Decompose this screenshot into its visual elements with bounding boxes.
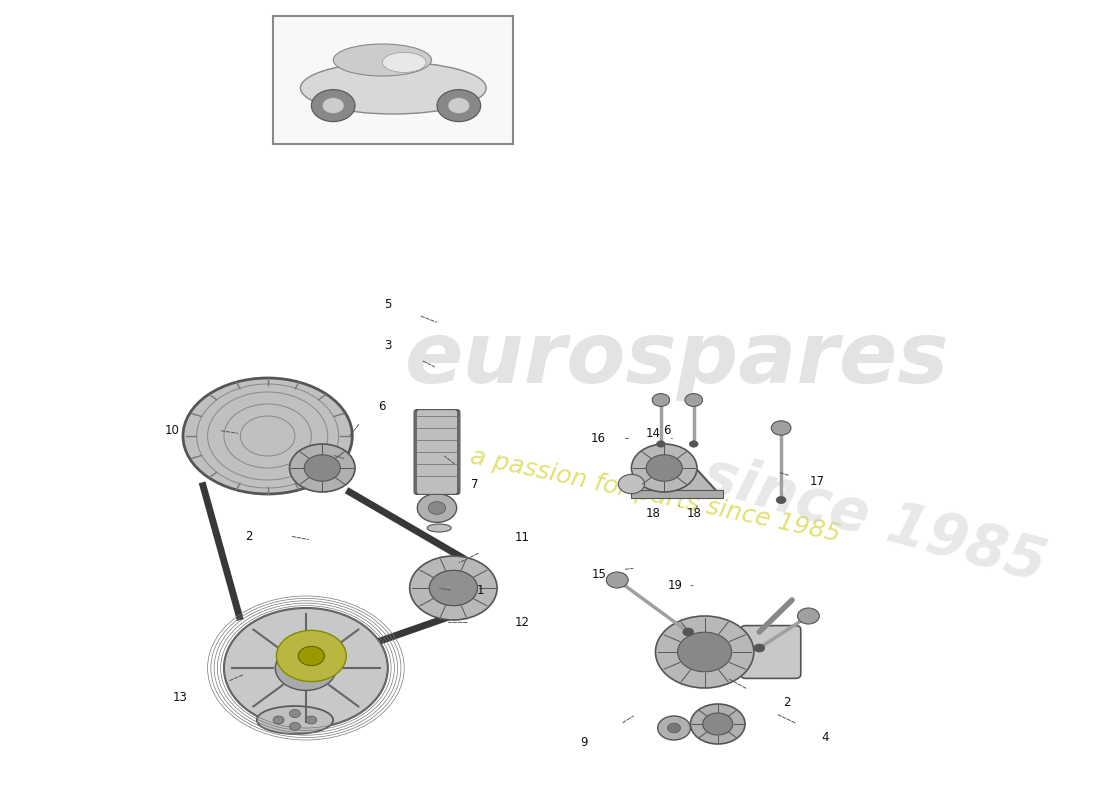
- Bar: [631, 490, 723, 498]
- Circle shape: [311, 90, 355, 122]
- Text: 16: 16: [591, 432, 606, 445]
- Text: since 1985: since 1985: [696, 446, 1052, 594]
- Ellipse shape: [333, 44, 431, 76]
- Text: 5: 5: [384, 298, 392, 310]
- Circle shape: [275, 646, 337, 690]
- Text: 4: 4: [821, 731, 828, 744]
- Circle shape: [322, 98, 344, 114]
- FancyBboxPatch shape: [740, 626, 801, 678]
- Text: 18: 18: [646, 507, 661, 520]
- Text: 14: 14: [646, 427, 661, 440]
- Circle shape: [428, 502, 446, 514]
- Circle shape: [652, 394, 670, 406]
- Text: 9: 9: [581, 736, 589, 749]
- Circle shape: [777, 496, 786, 504]
- Circle shape: [683, 628, 694, 636]
- Circle shape: [298, 646, 324, 666]
- Text: 6: 6: [662, 424, 670, 437]
- Circle shape: [448, 98, 470, 114]
- Circle shape: [305, 454, 340, 481]
- Text: 15: 15: [591, 568, 606, 581]
- Circle shape: [771, 421, 791, 435]
- Text: eurospares: eurospares: [405, 318, 949, 402]
- Circle shape: [691, 704, 745, 744]
- Circle shape: [306, 716, 317, 724]
- Text: 2: 2: [783, 696, 790, 709]
- Text: 1: 1: [477, 584, 484, 597]
- Circle shape: [657, 441, 665, 447]
- Circle shape: [417, 494, 456, 522]
- Circle shape: [798, 608, 820, 624]
- Circle shape: [678, 632, 732, 672]
- Circle shape: [658, 716, 691, 740]
- Ellipse shape: [256, 706, 333, 734]
- Ellipse shape: [427, 524, 451, 532]
- Circle shape: [668, 723, 681, 733]
- Text: 3: 3: [384, 339, 392, 352]
- Circle shape: [289, 722, 300, 730]
- Circle shape: [703, 713, 733, 735]
- Polygon shape: [634, 448, 720, 496]
- Text: 13: 13: [173, 691, 188, 704]
- Text: 10: 10: [165, 424, 180, 437]
- Text: a passion for parts since 1985: a passion for parts since 1985: [469, 445, 843, 547]
- FancyBboxPatch shape: [416, 410, 458, 494]
- Text: 11: 11: [515, 531, 530, 544]
- FancyBboxPatch shape: [415, 410, 459, 494]
- Circle shape: [289, 710, 300, 718]
- Circle shape: [690, 441, 698, 447]
- Ellipse shape: [300, 62, 486, 114]
- Circle shape: [273, 716, 284, 724]
- Circle shape: [646, 454, 682, 481]
- Circle shape: [276, 630, 346, 682]
- Text: 7: 7: [472, 478, 478, 490]
- Text: 19: 19: [668, 579, 683, 592]
- Circle shape: [429, 570, 477, 606]
- FancyBboxPatch shape: [273, 16, 514, 144]
- Ellipse shape: [183, 378, 352, 494]
- Circle shape: [606, 572, 628, 588]
- Ellipse shape: [383, 53, 426, 73]
- Circle shape: [631, 444, 697, 492]
- Circle shape: [289, 444, 355, 492]
- Text: 18: 18: [686, 507, 701, 520]
- Text: 2: 2: [245, 530, 253, 542]
- Circle shape: [224, 608, 388, 728]
- Text: 17: 17: [810, 475, 825, 488]
- Circle shape: [409, 556, 497, 620]
- Circle shape: [437, 90, 481, 122]
- Circle shape: [429, 570, 477, 606]
- Text: 6: 6: [378, 400, 386, 413]
- Circle shape: [656, 616, 754, 688]
- FancyBboxPatch shape: [414, 410, 460, 494]
- Circle shape: [685, 394, 703, 406]
- Circle shape: [618, 474, 645, 494]
- Circle shape: [754, 644, 764, 652]
- Text: 12: 12: [515, 616, 530, 629]
